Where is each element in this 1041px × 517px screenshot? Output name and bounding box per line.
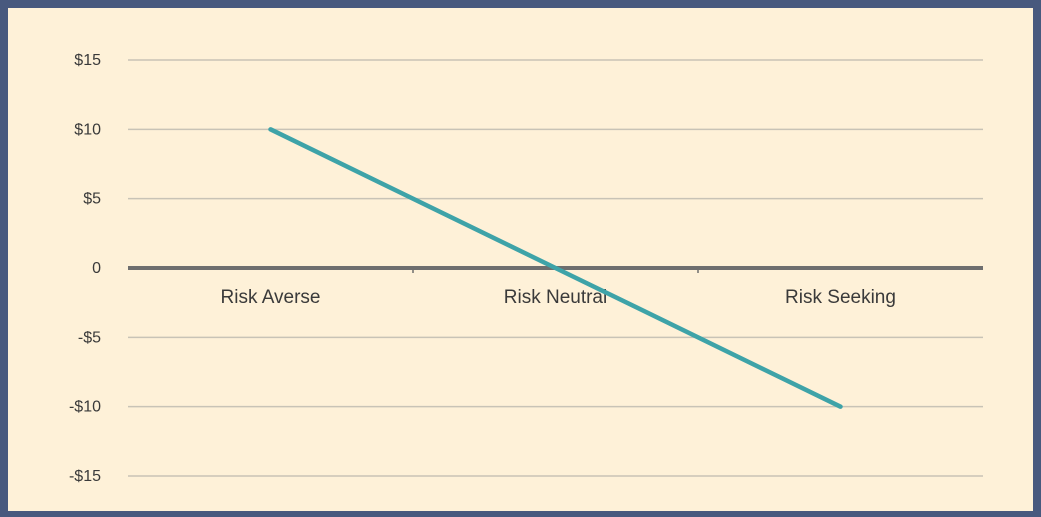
x-category-label: Risk Seeking	[785, 287, 896, 308]
y-tick-label: $10	[74, 121, 101, 138]
y-tick-label: -$10	[69, 399, 101, 416]
y-axis-tick-labels: $15 $10 $5 0 -$5 -$10 -$15	[69, 52, 101, 485]
y-tick-label: 0	[92, 260, 101, 277]
y-tick-label: -$15	[69, 468, 101, 485]
x-axis-category-labels: Risk Averse Risk Neutral Risk Seeking	[221, 287, 896, 308]
y-tick-label: $15	[74, 52, 101, 69]
x-category-label: Risk Averse	[221, 287, 321, 308]
y-tick-label: -$5	[78, 329, 101, 346]
x-category-label: Risk Neutral	[504, 287, 607, 308]
y-tick-label: $5	[83, 191, 101, 208]
